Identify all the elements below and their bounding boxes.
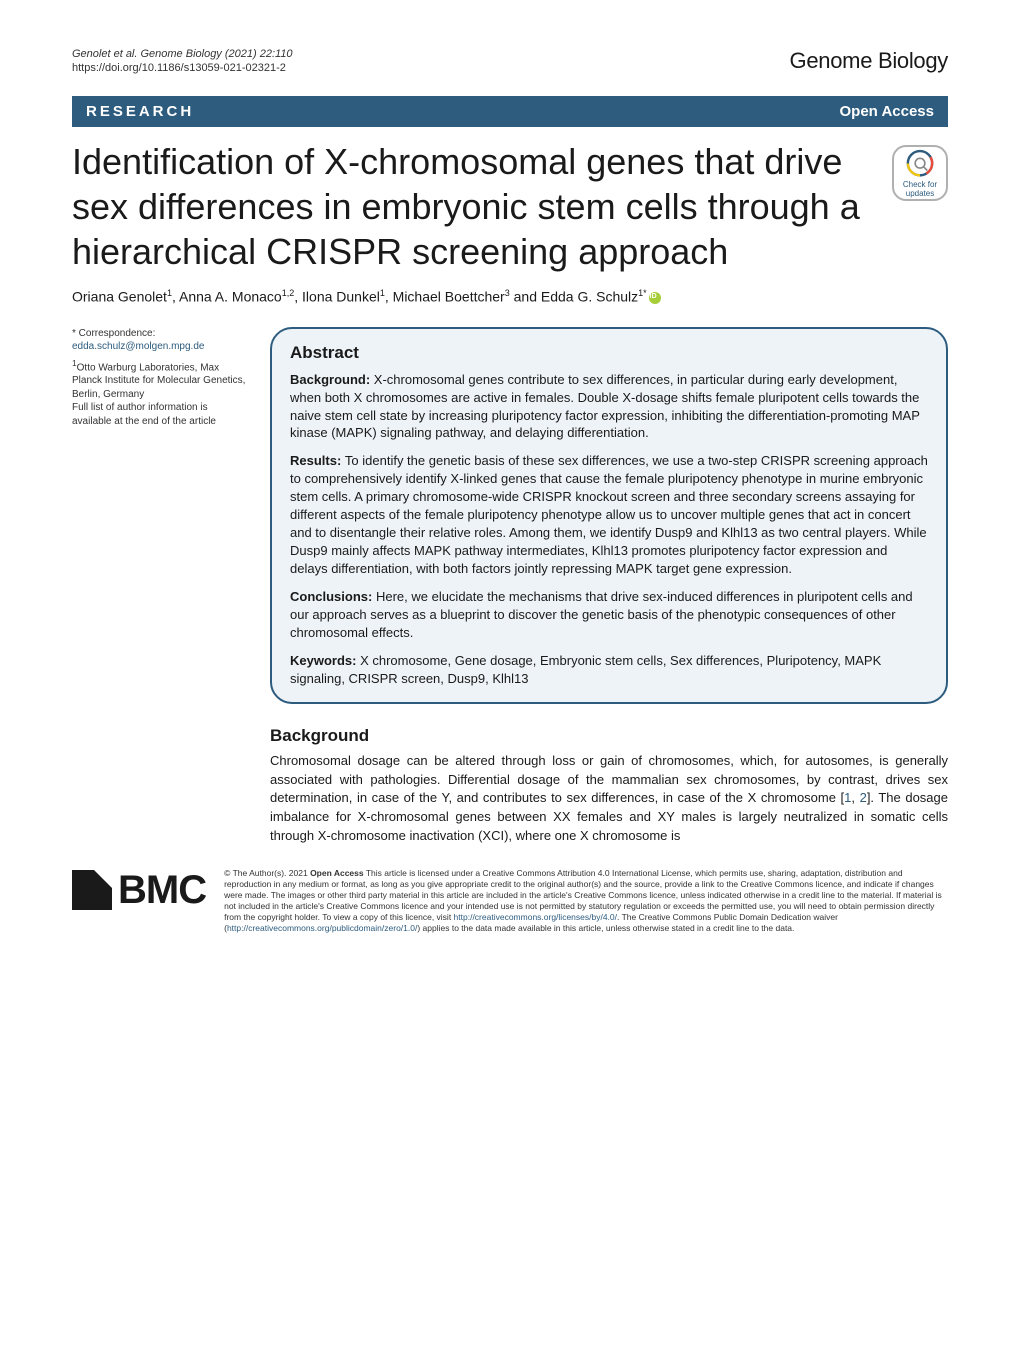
crossmark-label-line2: updates <box>906 189 934 198</box>
keywords-text: X chromosome, Gene dosage, Embryonic ste… <box>290 653 881 686</box>
authors-line: Oriana Genolet1, Anna A. Monaco1,2, Ilon… <box>72 288 948 305</box>
crossmark-badge[interactable]: Check for updates <box>892 145 948 201</box>
orcid-icon[interactable] <box>649 292 661 304</box>
bmc-logo: BMC <box>72 868 206 913</box>
license-link-1[interactable]: http://creativecommons.org/licenses/by/4… <box>454 912 617 922</box>
affiliation-1: 1Otto Warburg Laboratories, Max Planck I… <box>72 358 248 402</box>
abstract-results-text: To identify the genetic basis of these s… <box>290 453 928 576</box>
abstract-conclusions-label: Conclusions: <box>290 589 376 604</box>
abstract-conclusions-text: Here, we elucidate the mechanisms that d… <box>290 589 913 640</box>
license-text: © The Author(s). 2021 Open Access This a… <box>224 868 948 934</box>
author-5-aff: 1* <box>638 288 647 298</box>
abstract-heading: Abstract <box>290 343 928 363</box>
abstract-results: Results: To identify the genetic basis o… <box>290 452 928 578</box>
open-access-label: Open Access <box>840 103 935 120</box>
author-3: Ilona Dunkel <box>302 289 380 305</box>
license-open-access: Open Access <box>310 868 364 878</box>
author-4-aff: 3 <box>505 288 510 298</box>
bmc-text: BMC <box>118 868 206 913</box>
author-2: Anna A. Monaco <box>179 289 282 305</box>
license-body-3: ) applies to the data made available in … <box>417 923 794 933</box>
article-title: Identification of X-chromosomal genes th… <box>72 139 878 274</box>
correspondence-label: * Correspondence: <box>72 328 155 339</box>
author-2-aff: 1,2 <box>282 288 295 298</box>
ref-link-2[interactable]: 2 <box>860 790 867 805</box>
affiliation-note: Full list of author information is avail… <box>72 401 248 428</box>
license-pre: © The Author(s). 2021 <box>224 868 310 878</box>
abstract-background-label: Background: <box>290 372 374 387</box>
crossmark-icon <box>903 147 937 179</box>
author-5: Edda G. Schulz <box>541 289 638 305</box>
correspondence-email[interactable]: edda.schulz@molgen.mpg.de <box>72 341 204 352</box>
background-heading: Background <box>270 726 948 746</box>
keywords-label: Keywords: <box>290 653 360 668</box>
background-text-mid: , <box>851 790 859 805</box>
author-1-aff: 1 <box>167 288 172 298</box>
abstract-background: Background: X-chromosomal genes contribu… <box>290 371 928 443</box>
bmc-square-icon <box>72 870 112 910</box>
author-1: Oriana Genolet <box>72 289 167 305</box>
abstract-box: Abstract Background: X-chromosomal genes… <box>270 327 948 704</box>
background-body: Chromosomal dosage can be altered throug… <box>270 752 948 846</box>
author-3-aff: 1 <box>380 288 385 298</box>
license-link-2[interactable]: http://creativecommons.org/publicdomain/… <box>227 923 417 933</box>
abstract-keywords: Keywords: X chromosome, Gene dosage, Emb… <box>290 652 928 688</box>
correspondence-block: * Correspondence: edda.schulz@molgen.mpg… <box>72 327 248 846</box>
author-4: Michael Boettcher <box>393 289 505 305</box>
abstract-background-text: X-chromosomal genes contribute to sex di… <box>290 372 920 441</box>
article-type-bar: RESEARCH Open Access <box>72 96 948 127</box>
crossmark-label: Check for updates <box>903 181 937 199</box>
crossmark-label-line1: Check for <box>903 180 937 189</box>
abstract-conclusions: Conclusions: Here, we elucidate the mech… <box>290 588 928 642</box>
journal-brand: Genome Biology <box>790 48 948 74</box>
article-type: RESEARCH <box>86 103 194 120</box>
abstract-results-label: Results: <box>290 453 345 468</box>
